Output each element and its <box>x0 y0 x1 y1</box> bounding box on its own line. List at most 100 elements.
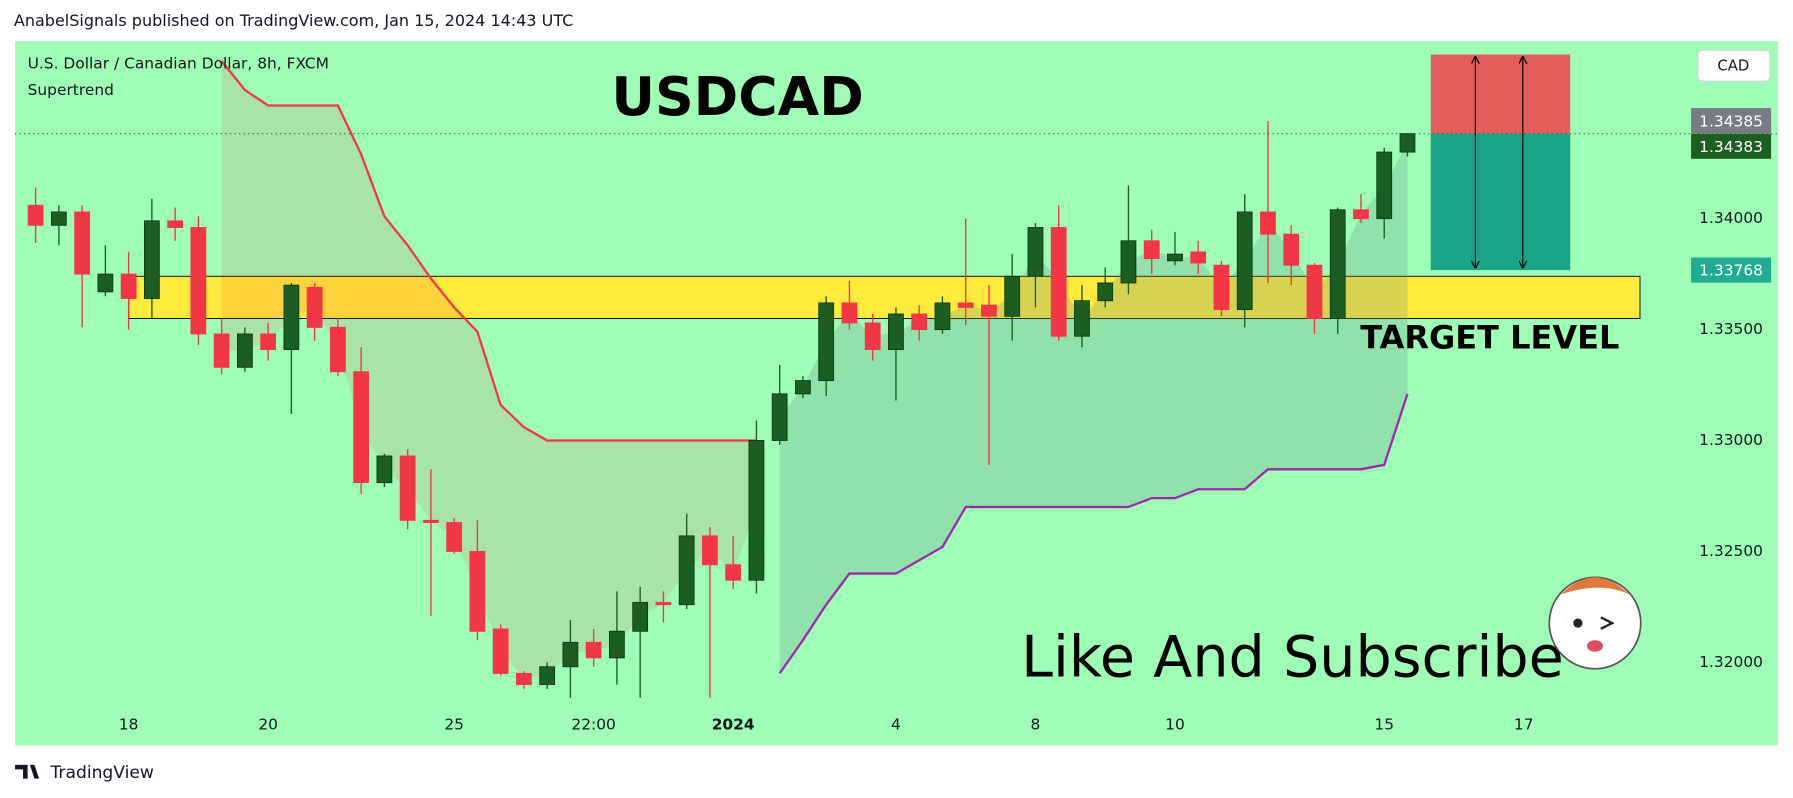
candle-body <box>399 455 416 521</box>
candle-body <box>771 393 788 441</box>
candle-body <box>1097 282 1114 302</box>
candle-body <box>74 211 91 275</box>
candle-body <box>236 333 253 368</box>
candle-body <box>795 380 811 395</box>
candle-body <box>1283 233 1300 266</box>
candle-body <box>283 284 300 350</box>
candle-body <box>213 333 230 368</box>
candle-body <box>1050 227 1067 337</box>
candle-body <box>841 302 858 324</box>
price-tag <box>1691 108 1772 134</box>
candle-body <box>469 550 486 632</box>
x-tick-label: 8 <box>1031 715 1041 733</box>
candle-body <box>957 302 974 308</box>
x-tick-label: 4 <box>891 715 901 733</box>
candle-body <box>260 333 277 350</box>
candle-body <box>1143 240 1160 260</box>
price-tag <box>1691 257 1772 283</box>
price-tag <box>1691 133 1772 159</box>
candle-body <box>911 313 928 331</box>
candle-body <box>934 302 951 331</box>
candle-body <box>27 204 44 226</box>
currency-button[interactable] <box>1697 49 1771 82</box>
candle-body <box>1190 251 1207 264</box>
y-tick-label: 1.32500 <box>1699 542 1763 560</box>
candle-body <box>516 672 532 685</box>
x-tick-label: 25 <box>444 715 464 733</box>
candle-body <box>1260 211 1276 235</box>
candle-body <box>120 273 137 299</box>
candle-body <box>725 564 742 581</box>
candle-body <box>1376 151 1393 220</box>
candle-body <box>446 522 463 552</box>
candle-body <box>1353 209 1369 220</box>
indicator-legend: Supertrend <box>28 81 114 99</box>
candle-body <box>678 535 695 606</box>
candle-body <box>143 220 160 299</box>
x-tick-label: 18 <box>119 715 139 733</box>
candle-body <box>1329 209 1346 319</box>
candle-body <box>585 641 602 659</box>
x-tick-label: 2024 <box>712 715 755 733</box>
x-tick-label: 15 <box>1374 715 1394 733</box>
candle-body <box>818 302 835 382</box>
cta-text: Like And Subscribe <box>1021 624 1564 690</box>
x-tick-label: 10 <box>1165 715 1185 733</box>
candle-body <box>655 601 672 606</box>
candle-body <box>748 440 765 581</box>
candle-body <box>1004 275 1021 317</box>
candle-body <box>423 519 439 524</box>
cat-sticker <box>1548 576 1642 670</box>
y-tick-label: 1.33000 <box>1699 431 1763 449</box>
price-tag-label: 1.33768 <box>1699 262 1763 280</box>
chart-title: USDCAD <box>611 65 864 128</box>
y-tick-label: 1.34000 <box>1699 209 1763 227</box>
candle-body <box>353 371 370 484</box>
candle-body <box>330 326 346 373</box>
candle-body <box>702 535 718 566</box>
x-tick-label: 20 <box>258 715 278 733</box>
target-box <box>1430 133 1571 271</box>
supertrend-line <box>778 393 1409 675</box>
price-tag-label: 1.34383 <box>1699 138 1763 156</box>
target-label: TARGET LEVEL <box>1360 319 1619 357</box>
x-tick-label: 22:00 <box>571 715 615 733</box>
candle-body <box>306 286 323 328</box>
currency-label[interactable]: CAD <box>1717 56 1749 74</box>
candle-body <box>1027 227 1044 277</box>
candle-body <box>97 273 114 293</box>
candle-body <box>1399 133 1416 153</box>
symbol-legend: U.S. Dollar / Canadian Dollar, 8h, FXCM <box>28 55 329 73</box>
y-tick-label: 1.32000 <box>1699 653 1763 671</box>
footer-brand: TradingView <box>49 763 153 783</box>
candle-body <box>1213 264 1230 311</box>
y-tick-label: 1.33500 <box>1699 320 1763 338</box>
candle-body <box>981 304 997 317</box>
candle-body <box>50 211 67 226</box>
candle-body <box>1120 240 1137 284</box>
target-zone <box>128 275 1641 319</box>
candle-body <box>492 628 509 674</box>
candle-body <box>888 313 904 350</box>
overlay: 1.34000 1.33500 1.33000 1.32500 1.32000 1.343… <box>15 54 1778 733</box>
candle-body <box>376 455 393 484</box>
candle-body <box>167 220 184 228</box>
plot-area <box>27 60 1641 698</box>
candle-body <box>539 666 556 685</box>
supertrend-line <box>220 60 757 442</box>
candle-body <box>1236 211 1253 311</box>
candle-body <box>1074 300 1090 337</box>
candle-body <box>609 630 625 659</box>
price-tag-label: 1.34385 <box>1699 112 1763 130</box>
footer-logo <box>15 764 40 779</box>
candle-body <box>190 227 207 335</box>
candle-body <box>632 601 649 632</box>
candle-body <box>1167 253 1183 262</box>
candle-body <box>864 322 881 350</box>
stop-box <box>1430 54 1571 134</box>
candle-body <box>562 641 579 668</box>
publisher-line: AnabelSignals published on TradingView.c… <box>14 11 573 30</box>
candle-body <box>1306 264 1323 319</box>
